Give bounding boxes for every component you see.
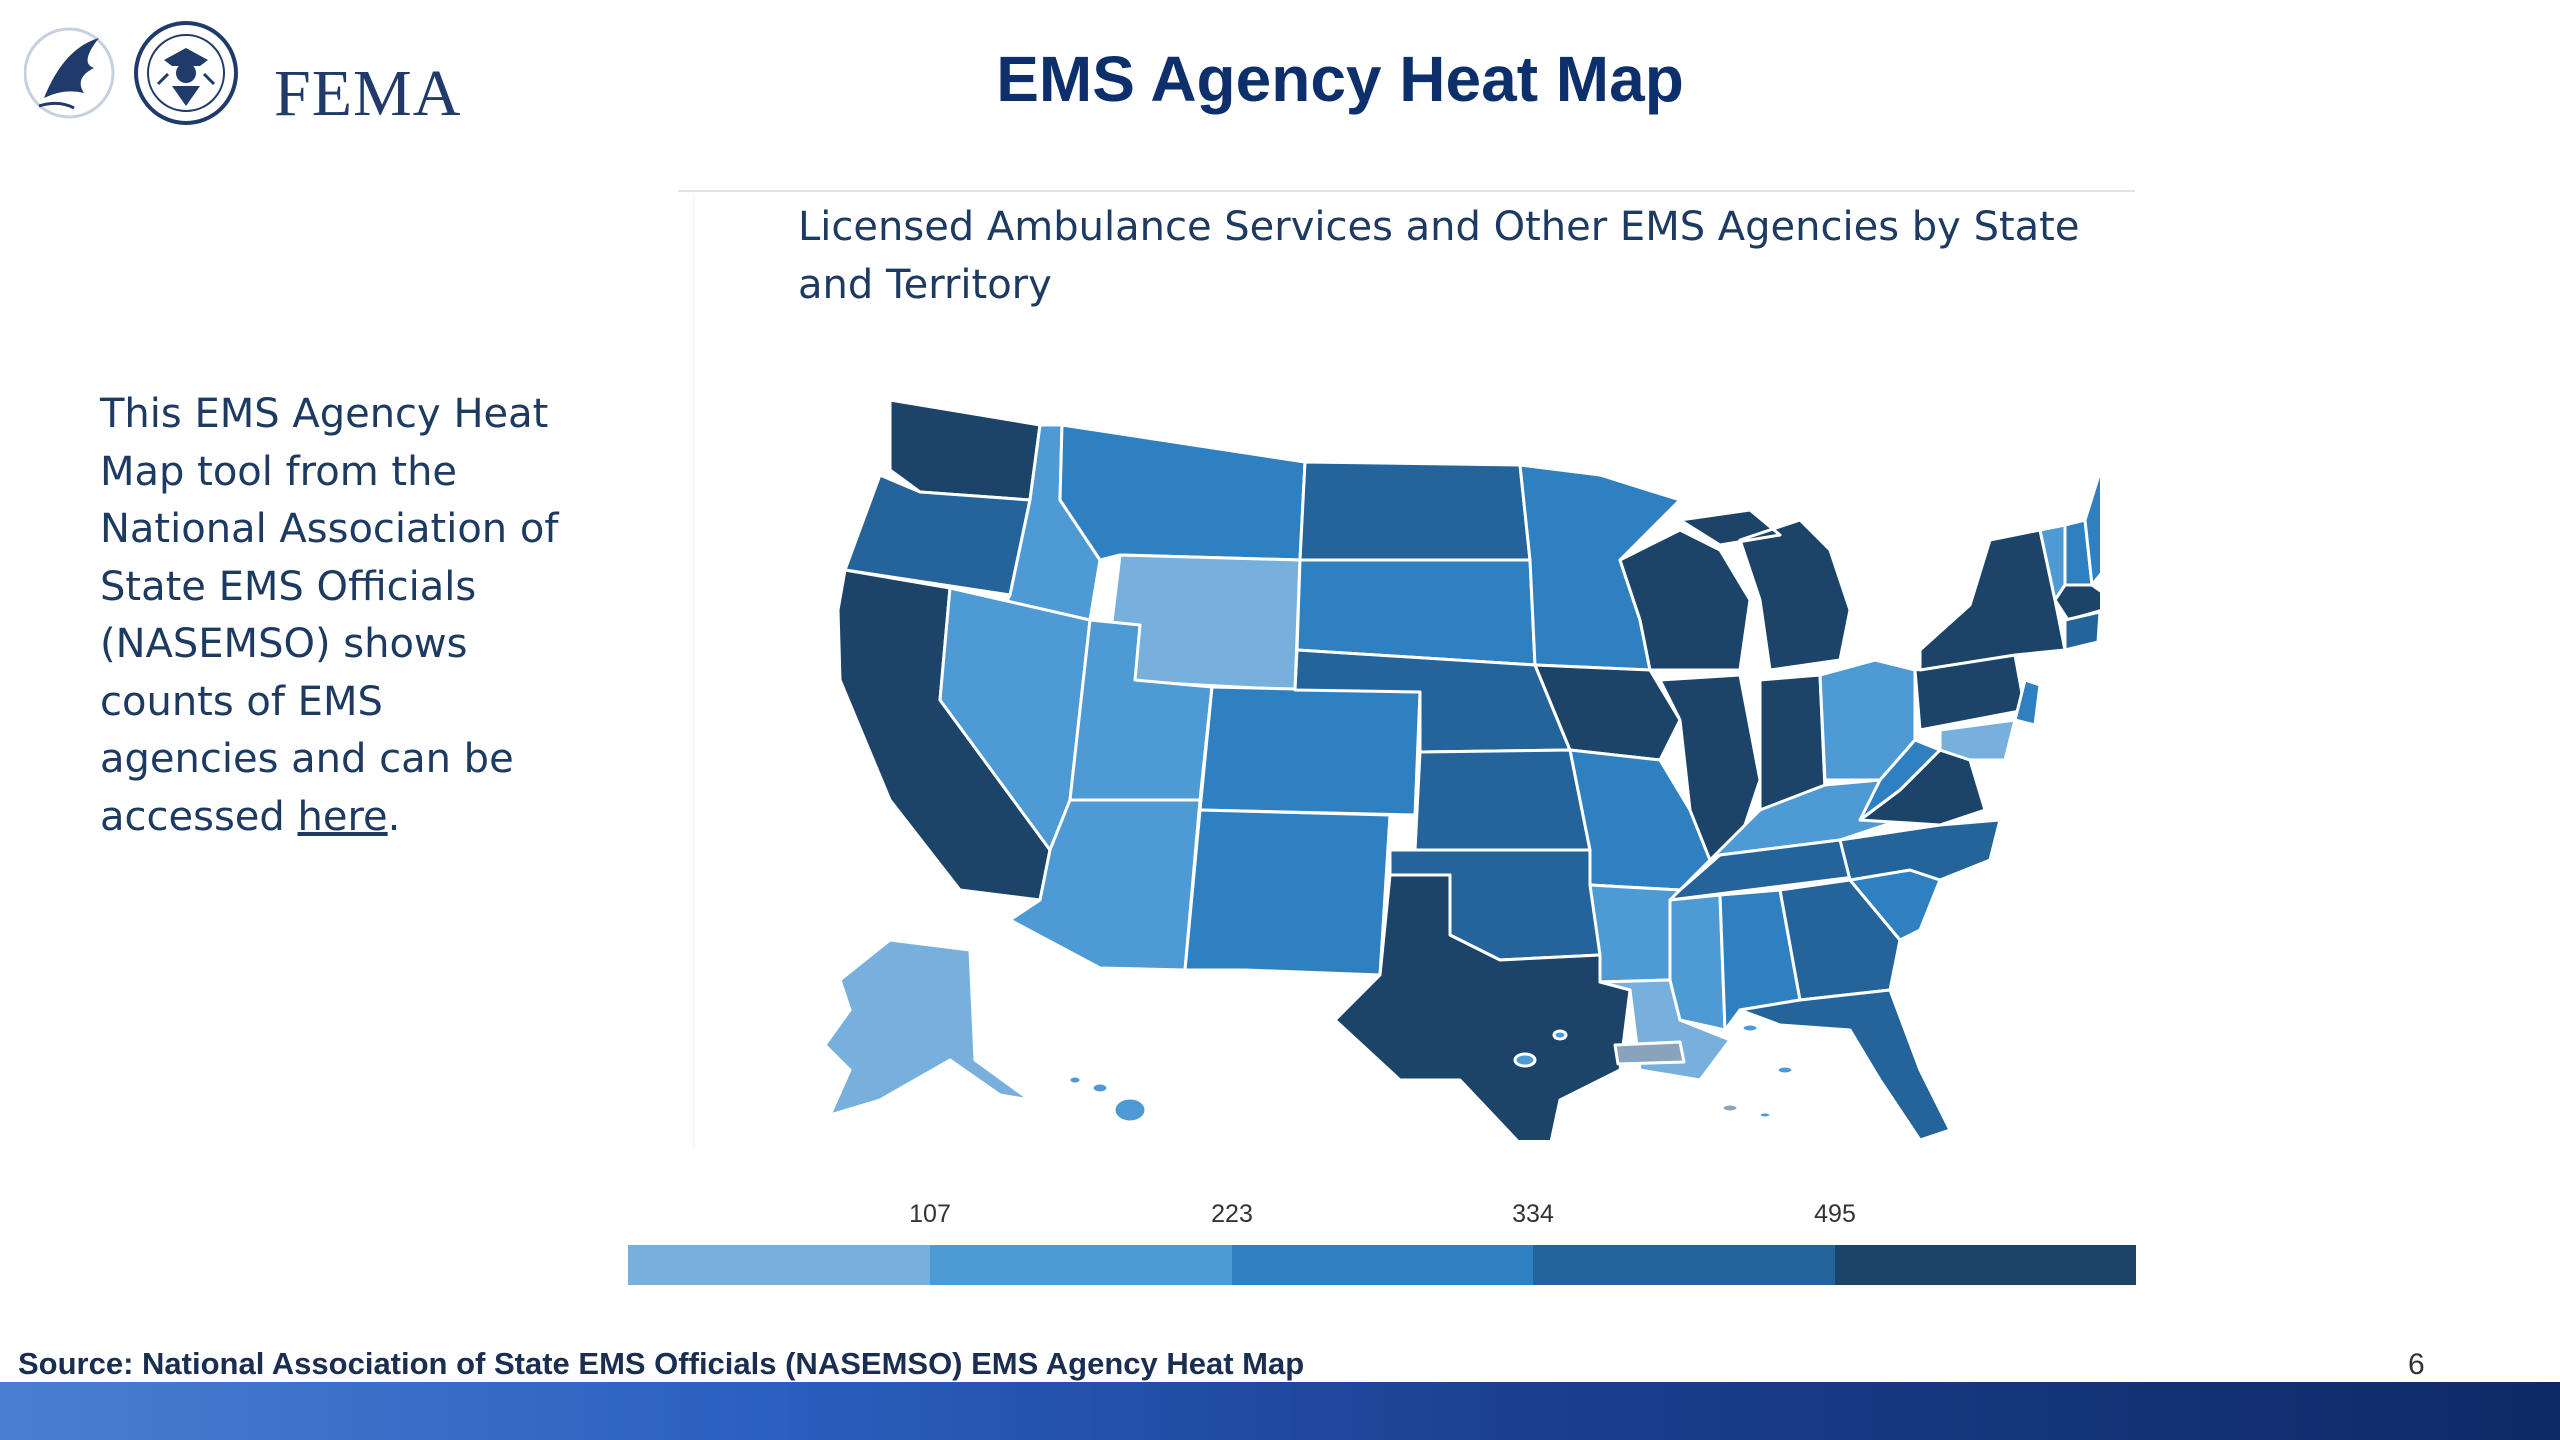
legend-tick: 223 bbox=[1211, 1200, 1253, 1228]
territory-dot bbox=[1775, 1064, 1795, 1076]
state-hawaii-2 bbox=[1090, 1081, 1110, 1095]
state-west-virginia bbox=[1858, 738, 1942, 822]
state-colorado bbox=[1198, 685, 1422, 817]
state-connecticut bbox=[2063, 610, 2100, 652]
side-description: This EMS Agency Heat Map tool from the N… bbox=[100, 386, 570, 846]
divider bbox=[678, 190, 2135, 192]
source-citation: Source: National Association of State EM… bbox=[18, 1346, 1305, 1381]
legend-bin-3 bbox=[1232, 1245, 1534, 1285]
territory-dot bbox=[1720, 1102, 1740, 1114]
color-legend: 107 223 334 495 bbox=[628, 1200, 2136, 1290]
territory-dot bbox=[1513, 1052, 1537, 1068]
state-iowa bbox=[1533, 663, 1682, 762]
map-title: Licensed Ambulance Services and Other EM… bbox=[798, 204, 2080, 308]
state-new-jersey bbox=[2013, 678, 2042, 727]
legend-bin-2 bbox=[930, 1245, 1232, 1285]
state-hawaii bbox=[1112, 1096, 1148, 1124]
fema-logo: FEMA bbox=[23, 18, 460, 130]
state-montana bbox=[1058, 423, 1307, 562]
territory-dot bbox=[1552, 1029, 1568, 1041]
legend-tick: 334 bbox=[1512, 1200, 1554, 1228]
page-title: EMS Agency Heat Map bbox=[996, 43, 1684, 115]
state-florida bbox=[1738, 988, 1952, 1140]
territory-dot bbox=[1757, 1110, 1773, 1120]
dhs-seal-icon bbox=[23, 21, 238, 125]
territory-dot bbox=[1740, 1022, 1760, 1034]
legend-tick: 107 bbox=[909, 1200, 951, 1228]
legend-tick: 495 bbox=[1814, 1200, 1856, 1228]
legend-bin-5 bbox=[1835, 1245, 2136, 1285]
side-text-end: . bbox=[387, 793, 401, 840]
state-maryland bbox=[1938, 718, 2017, 762]
state-washington bbox=[888, 398, 1042, 502]
legend-bin-4 bbox=[1533, 1245, 1835, 1285]
state-alaska bbox=[823, 938, 1032, 1117]
state-texas bbox=[1333, 873, 1632, 1140]
us-heat-map[interactable] bbox=[800, 380, 2100, 1140]
state-michigan bbox=[1678, 508, 1852, 672]
page-number: 6 bbox=[2408, 1348, 2425, 1381]
state-georgia bbox=[1778, 878, 1902, 1002]
territory-puerto-rico bbox=[1613, 1040, 1686, 1066]
state-hawaii-3 bbox=[1067, 1074, 1083, 1086]
legend-bin-1 bbox=[628, 1245, 930, 1285]
state-massachusetts bbox=[2053, 583, 2100, 622]
here-link[interactable]: here bbox=[297, 793, 388, 840]
state-mississippi bbox=[1668, 893, 1727, 1032]
state-south-dakota bbox=[1295, 558, 1537, 667]
state-kansas bbox=[1413, 748, 1592, 852]
state-north-carolina bbox=[1838, 818, 2002, 882]
footer-band bbox=[0, 1382, 2560, 1440]
state-north-dakota bbox=[1298, 460, 1532, 562]
side-text-body: This EMS Agency Heat Map tool from the N… bbox=[100, 391, 559, 840]
state-wisconsin bbox=[1618, 528, 1752, 672]
state-new-mexico bbox=[1183, 808, 1392, 977]
state-arkansas bbox=[1588, 883, 1682, 984]
fema-logo-text: FEMA bbox=[274, 57, 462, 130]
panel-border bbox=[693, 195, 694, 1150]
